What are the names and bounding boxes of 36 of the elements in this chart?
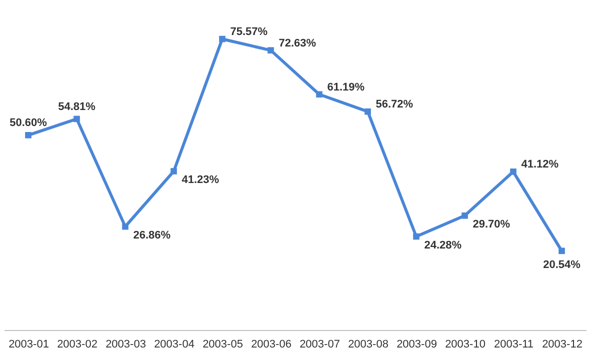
data-label: 41.12%: [521, 158, 559, 171]
point: [170, 168, 177, 174]
x-tick-label: 2003-02: [57, 338, 98, 350]
data-label: 26.86%: [133, 230, 171, 242]
x-tick-label: 2003-04: [154, 338, 194, 350]
data-label: 20.54%: [543, 258, 581, 271]
data-label: 29.70%: [472, 218, 510, 231]
x-tick-label: 2003-01: [8, 338, 49, 350]
data-label: 41.23%: [182, 174, 220, 186]
point: [219, 36, 226, 42]
point: [462, 212, 468, 219]
x-tick-label: 2003-09: [396, 338, 437, 350]
x-tick-label: 2003-05: [202, 338, 243, 350]
x-tick-label: 2003-11: [494, 338, 534, 350]
x-tick-label: 2003-07: [300, 338, 340, 350]
x-tick-label: 2003-12: [542, 338, 582, 350]
point: [510, 168, 516, 175]
data-label: 56.72%: [376, 98, 414, 111]
x-tick-label: 2003-08: [348, 338, 388, 350]
data-label: 54.81%: [58, 100, 96, 113]
x-tick-label: 2003-10: [445, 338, 486, 350]
point: [413, 233, 420, 240]
point: [558, 248, 565, 254]
point: [316, 91, 322, 98]
point: [74, 116, 80, 122]
point: [122, 223, 128, 230]
data-label: 61.19%: [327, 81, 365, 94]
point: [364, 108, 371, 115]
data-label: 50.60%: [10, 117, 48, 130]
data-label: 72.63%: [278, 37, 316, 50]
point: [268, 47, 274, 54]
x-tick-label: 2003-06: [251, 338, 292, 350]
data-label: 24.28%: [424, 240, 462, 252]
x-tick-label: 2003-03: [106, 338, 146, 350]
data-label: 75.57%: [230, 26, 268, 38]
point: [25, 132, 32, 138]
